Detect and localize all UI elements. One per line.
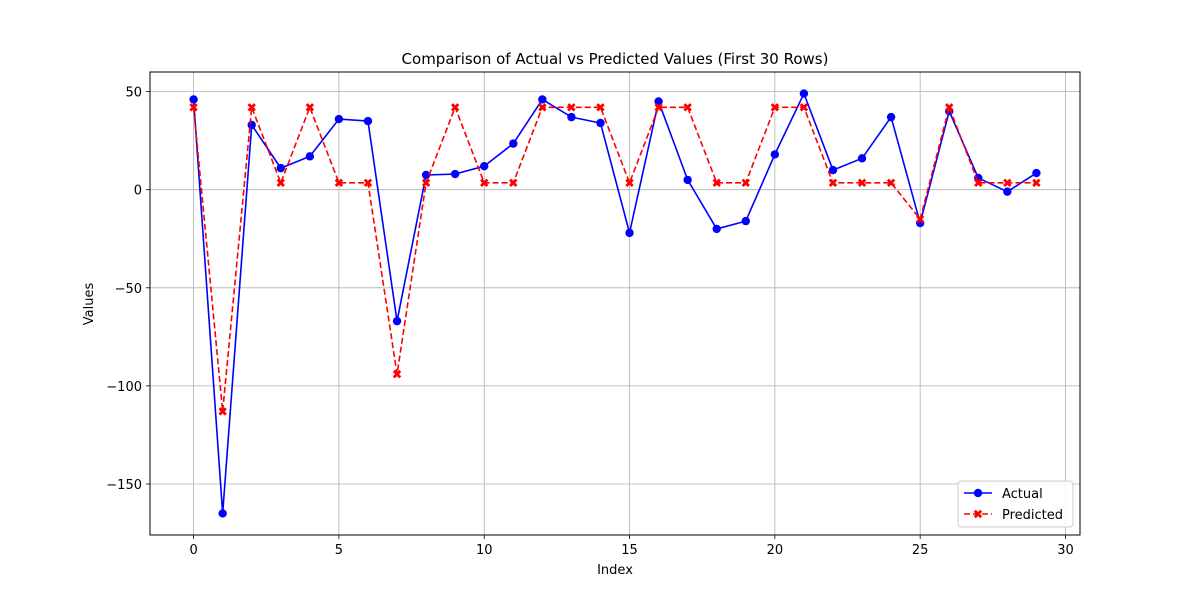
point-actual <box>770 150 780 159</box>
grid <box>150 72 1080 535</box>
point-predicted <box>974 178 983 188</box>
y-tick-label: −100 <box>106 380 142 395</box>
point-predicted <box>857 178 867 188</box>
x-tick-label: 30 <box>1057 543 1074 558</box>
x-axis-label: Index <box>597 563 633 578</box>
point-predicted <box>334 178 344 188</box>
point-predicted <box>509 178 518 188</box>
point-actual <box>828 165 838 175</box>
point-predicted <box>886 178 896 188</box>
point-actual <box>538 95 547 104</box>
point-actual <box>509 139 518 148</box>
point-actual <box>596 118 605 128</box>
legend-label: Actual <box>1002 487 1043 502</box>
y-tick-label: 50 <box>125 86 142 101</box>
point-actual <box>741 216 750 226</box>
point-predicted <box>915 214 925 224</box>
legend-marker <box>973 488 983 498</box>
series-predicted <box>189 103 1041 416</box>
point-actual <box>683 175 692 185</box>
y-tick-label: 0 <box>134 184 142 199</box>
series-line-actual <box>192 92 1037 515</box>
point-predicted <box>654 103 663 112</box>
point-predicted <box>247 103 256 112</box>
legend: Actual Predicted <box>957 480 1074 528</box>
point-actual <box>305 152 315 161</box>
point-predicted <box>945 103 954 112</box>
point-actual <box>1032 168 1041 178</box>
y-axis-label: Values <box>82 283 97 326</box>
point-predicted <box>741 178 750 188</box>
plot-frame <box>149 71 1081 536</box>
point-actual <box>363 116 373 126</box>
point-predicted <box>712 178 721 188</box>
point-actual <box>247 120 256 130</box>
point-predicted <box>218 407 227 416</box>
x-axis: 0 5 10 15 20 25 30 <box>189 535 1074 558</box>
point-actual <box>421 170 431 180</box>
chart-title: Comparison of Actual vs Predicted Values… <box>402 50 829 68</box>
y-tick-label: −50 <box>115 282 142 297</box>
x-tick-label: 25 <box>912 543 929 558</box>
point-actual <box>276 163 285 173</box>
legend-label: Predicted <box>1002 508 1063 523</box>
point-actual <box>392 316 402 326</box>
point-predicted <box>363 178 373 188</box>
point-predicted <box>828 178 838 188</box>
point-actual <box>886 112 896 122</box>
series-layer <box>189 89 1041 518</box>
point-actual <box>334 114 344 124</box>
x-tick-label: 10 <box>476 543 493 558</box>
point-actual <box>218 509 227 518</box>
point-predicted <box>1003 178 1012 188</box>
y-tick-label: −150 <box>106 478 142 493</box>
point-actual <box>567 112 576 122</box>
series-line-predicted <box>192 106 1037 413</box>
x-tick-label: 20 <box>767 543 784 558</box>
point-predicted <box>799 103 809 112</box>
point-predicted <box>683 103 692 112</box>
x-tick-label: 0 <box>189 543 197 558</box>
legend-item-predicted: Predicted <box>964 508 1063 523</box>
legend-item-actual: Actual <box>964 487 1043 502</box>
point-predicted <box>392 369 402 379</box>
point-predicted <box>305 103 315 112</box>
point-predicted <box>596 103 605 112</box>
point-predicted <box>538 103 547 112</box>
point-predicted <box>625 178 634 188</box>
legend-marker <box>973 509 983 519</box>
point-actual <box>189 95 198 104</box>
point-actual <box>712 224 721 234</box>
point-predicted <box>480 178 489 188</box>
point-predicted <box>567 103 576 112</box>
point-predicted <box>1032 178 1041 188</box>
y-axis: 50 0 −50 −100 −150 <box>106 86 150 493</box>
point-predicted <box>450 103 460 112</box>
point-predicted <box>770 103 780 112</box>
point-actual <box>857 154 867 163</box>
point-actual <box>1003 187 1012 196</box>
point-predicted <box>421 178 431 188</box>
x-tick-label: 5 <box>335 543 343 558</box>
point-actual <box>480 161 489 171</box>
x-tick-label: 15 <box>621 543 638 558</box>
point-predicted <box>276 178 285 188</box>
point-actual <box>625 228 634 238</box>
point-actual <box>799 89 809 98</box>
point-actual <box>450 169 460 179</box>
point-predicted <box>189 103 198 112</box>
